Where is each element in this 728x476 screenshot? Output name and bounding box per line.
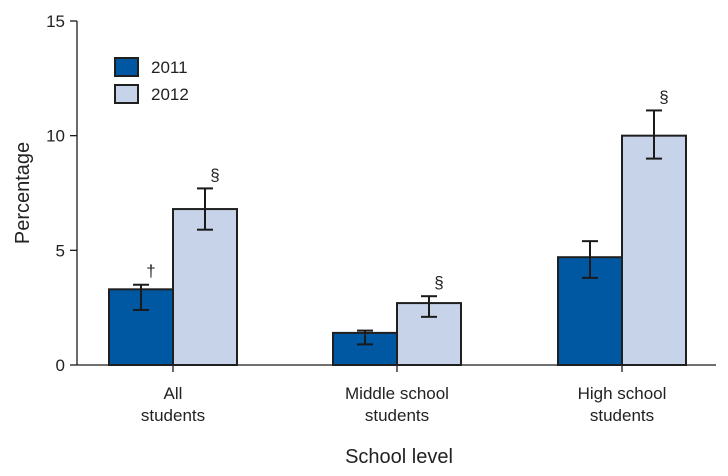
legend-swatch-2012 [114, 84, 139, 104]
legend-label-2012: 2012 [151, 85, 189, 104]
x-category-label-high-school-students: High school students [578, 384, 667, 425]
legend-swatch-2011 [114, 57, 139, 77]
annotation-2012-high-school-students: § [659, 87, 668, 106]
x-category-label-line: students [365, 406, 429, 425]
y-tick-label-10: 10 [46, 127, 65, 146]
y-tick-label-0: 0 [56, 356, 65, 375]
y-tick-label-5: 5 [56, 241, 65, 260]
x-category-label-line: Middle school [345, 384, 449, 403]
legend: 2011 2012 [114, 57, 189, 104]
x-category-label-line: High school [578, 384, 667, 403]
x-category-label-middle-school-students: Middle school students [345, 384, 449, 425]
y-axis-title: Percentage [12, 142, 34, 244]
error-bar-layer [133, 109, 662, 346]
x-category-label-line: students [141, 406, 205, 425]
x-category-label-line: All [164, 384, 183, 403]
annotation-2012-all-students: § [210, 165, 219, 184]
annotation-2011-all-students: † [146, 262, 155, 281]
x-category-label-all-students: All students [141, 384, 205, 425]
bar-layer [108, 134, 687, 367]
legend-label-2011: 2011 [151, 58, 188, 77]
bar-2012-all-students [172, 208, 238, 366]
x-axis-title: School level [345, 446, 453, 468]
bar-2012-high-school-students [621, 134, 687, 366]
label-layer: 0 5 10 15 † § § § All students Middle school studen… [12, 12, 669, 468]
annotation-2012-middle-school-students: § [434, 273, 443, 292]
x-category-label-line: students [590, 406, 654, 425]
y-tick-label-15: 15 [46, 12, 65, 31]
